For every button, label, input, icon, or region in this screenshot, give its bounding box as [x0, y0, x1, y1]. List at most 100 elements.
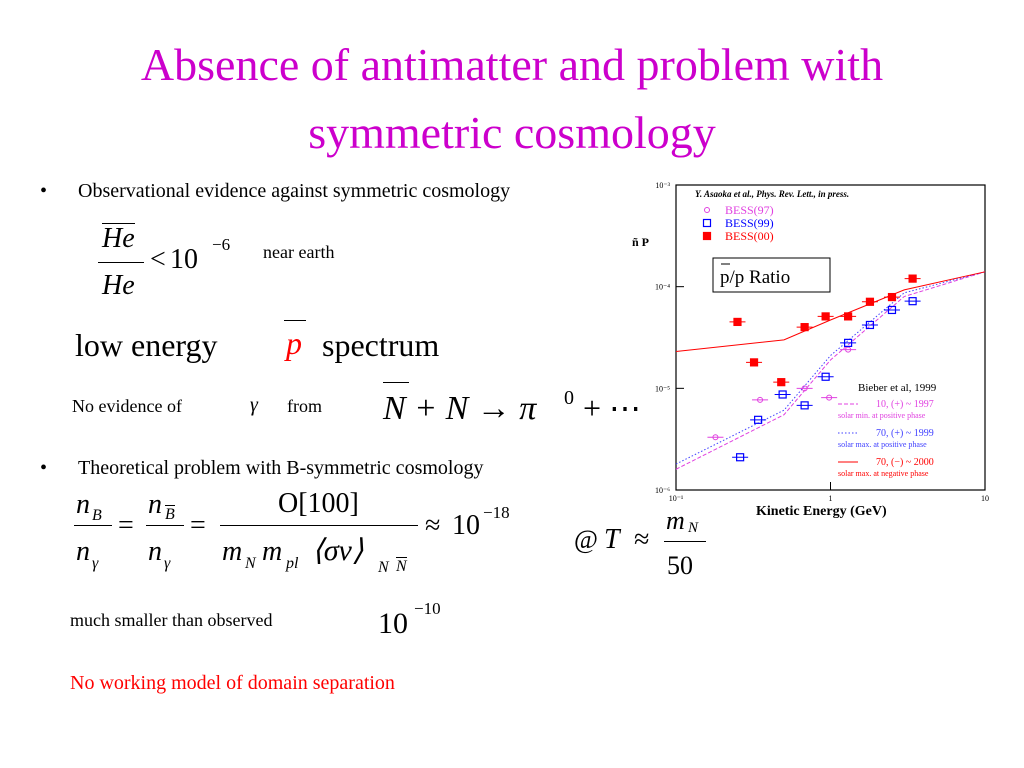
text: + ⋯: [583, 390, 642, 426]
legend-label: 70, (−) ~ 2000: [876, 457, 934, 468]
eq-sym: ⟨σv⟩: [312, 534, 364, 567]
eq-exp: −10: [414, 599, 441, 618]
eq-op: =: [190, 510, 206, 541]
eq-sub: N: [688, 520, 699, 536]
bullet: Observational evidence against symmetric…: [78, 180, 511, 202]
data-point: [844, 312, 853, 321]
text: from: [287, 396, 322, 416]
fraction-line: [220, 525, 418, 526]
y-tick-label: 10⁻⁴: [655, 283, 670, 292]
fraction-line: [98, 262, 144, 263]
legend-note: solar min. at positive phase: [838, 411, 926, 420]
title-line: symmetric cosmology: [308, 107, 716, 158]
legend-note: solar max. at positive phase: [838, 440, 927, 449]
legend-label: BESS(00): [725, 229, 774, 243]
legend-label: 70, (+) ~ 1999: [876, 428, 934, 439]
data-point: [733, 317, 742, 327]
data-point: [777, 378, 786, 387]
data-point: [826, 394, 833, 401]
x-tick-label: 1: [829, 494, 833, 503]
bullet-dot: •: [40, 180, 48, 202]
legend-note: solar max. at negative phase: [838, 469, 929, 478]
eq-num: He: [102, 223, 135, 254]
legend-label: 10, (+) ~ 1997: [876, 399, 934, 410]
model-curve: [675, 271, 986, 470]
legend-label: BESS(99): [725, 216, 774, 230]
eq-den: He: [102, 270, 135, 301]
eq-sub: pl: [286, 555, 299, 572]
data-point: [800, 323, 809, 332]
eq-op: ≈: [634, 524, 650, 555]
eq-sym: n: [148, 536, 162, 567]
y-tick-label: 10⁻³: [655, 181, 670, 190]
x-tick-label: 10: [981, 494, 989, 503]
data-point: [754, 415, 763, 424]
bullet: Theoretical problem with B-symmetric cos…: [78, 457, 484, 479]
eq-base: 10: [170, 244, 198, 275]
data-point: [801, 385, 808, 392]
eq-sub: γ: [164, 555, 171, 572]
text: low energy: [75, 327, 218, 363]
data-point: [844, 338, 853, 347]
data-point: [887, 292, 897, 302]
eq-sub: N: [245, 555, 256, 572]
eq-sym: n: [76, 536, 90, 567]
data-point: [845, 346, 852, 353]
eq-sub: γ: [92, 555, 99, 572]
eq-sym: @: [574, 525, 598, 554]
eq-op: =: [118, 510, 134, 541]
data-point: [821, 312, 830, 321]
ratio-label: p/p Ratio: [720, 267, 790, 288]
legend-label: BESS(97): [725, 203, 774, 217]
reaction: N + N → π: [383, 390, 537, 427]
y-tick-label: 10⁻⁶: [655, 486, 670, 495]
data-point: [865, 320, 875, 330]
eq-den: 50: [667, 551, 693, 580]
eq-sub: B: [92, 507, 102, 524]
data-point: [736, 453, 745, 462]
data-point: [821, 372, 830, 381]
data-point: [778, 390, 787, 399]
x-tick-label: 10⁻¹: [669, 494, 684, 503]
fraction-line: [664, 541, 706, 542]
fraction-line: [74, 525, 112, 526]
y-label: ñ P: [632, 235, 649, 249]
data-point: [757, 396, 764, 403]
data-point: [712, 434, 719, 441]
data-point: [800, 401, 809, 410]
data-point: [702, 218, 712, 228]
eq-note: near earth: [263, 242, 335, 262]
eq-base: 10: [452, 510, 480, 541]
y-tick-label: 10⁻⁵: [655, 384, 670, 393]
model-title: Bieber et al, 1999: [858, 382, 937, 394]
overline: [383, 382, 409, 383]
eq-num: O[100]: [278, 488, 359, 519]
data-point: [702, 231, 712, 241]
data-point: [865, 297, 875, 306]
data-point: [887, 305, 897, 315]
eq-exp: −18: [483, 503, 510, 522]
eq-sym: n: [76, 489, 90, 520]
eq-sym: T: [604, 524, 620, 555]
symbol: γ: [250, 394, 258, 416]
eq-exp: −6: [212, 235, 231, 254]
data-point: [704, 207, 710, 213]
eq-sub: N: [378, 559, 389, 576]
title-line: Absence of antimatter and problem with: [140, 39, 884, 90]
data-point: [908, 297, 917, 306]
eq-base: 10: [378, 607, 408, 640]
conclusion: No working model of domain separation: [70, 672, 395, 694]
symbol: p: [286, 325, 302, 361]
x-label: Kinetic Energy (GeV): [756, 504, 887, 519]
eq-rel: <: [150, 244, 166, 275]
eq-sub: N: [396, 557, 407, 575]
ratio-box: [712, 257, 831, 293]
eq-sym: m: [222, 536, 243, 567]
citation: Y. Asaoka et al., Phys. Rev. Lett., in p…: [695, 189, 849, 199]
eq-sym: m: [666, 506, 685, 535]
text: spectrum: [322, 327, 440, 363]
eq-sub: B: [165, 505, 175, 523]
model-curve: [675, 271, 986, 353]
eq-sym: m: [262, 536, 283, 567]
